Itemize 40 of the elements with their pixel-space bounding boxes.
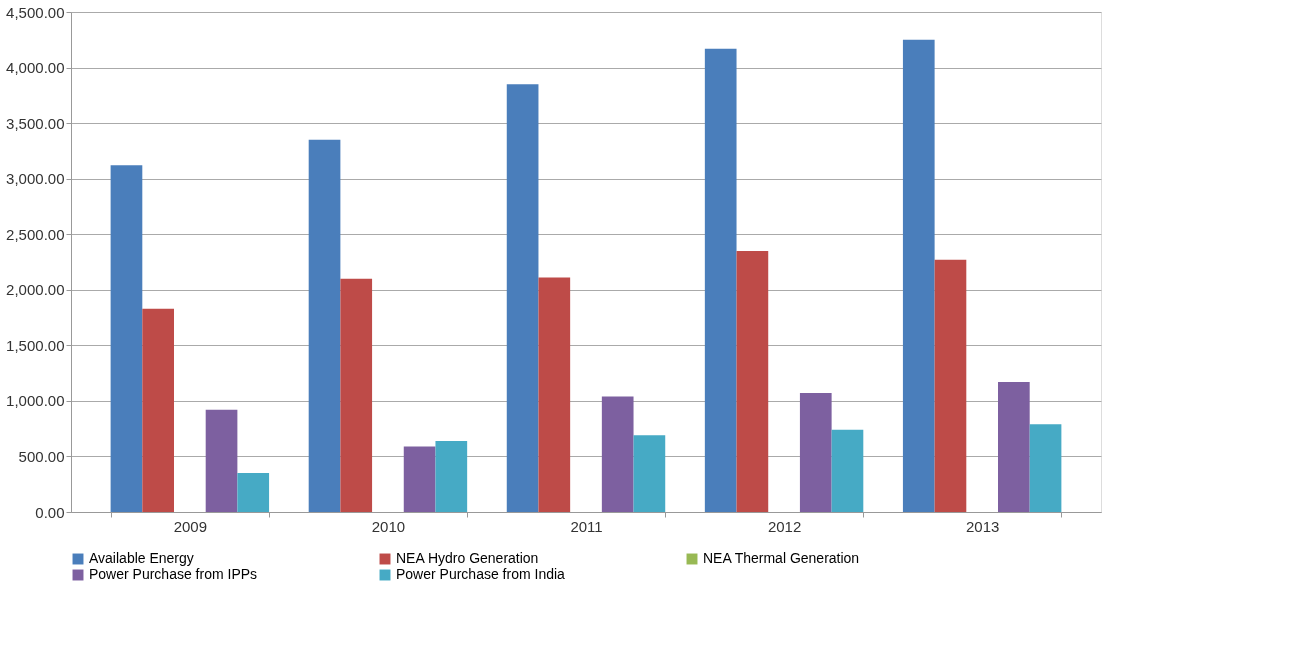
- legend-label: NEA Hydro Generation: [396, 550, 539, 566]
- bar: [506, 84, 539, 512]
- bar: [205, 409, 238, 512]
- y-tick-label: 0.00: [35, 503, 65, 521]
- legend-label: Power Purchase from India: [396, 566, 566, 582]
- legend-label: Power Purchase from IPPs: [89, 566, 258, 582]
- x-tick-label: 2011: [570, 517, 603, 535]
- bar: [110, 165, 143, 512]
- y-tick-label: 1,000.00: [6, 392, 65, 410]
- bar: [435, 440, 468, 512]
- bar: [601, 396, 634, 512]
- legend-label: Available Energy: [89, 550, 194, 566]
- bar: [403, 446, 436, 512]
- bar: [704, 48, 737, 512]
- x-tick-label: 2009: [173, 517, 208, 535]
- legend-label: NEA Thermal Generation: [703, 550, 860, 566]
- y-tick-label: 3,000.00: [6, 170, 65, 188]
- bar: [142, 308, 174, 512]
- x-tick-label: 2012: [767, 517, 802, 535]
- y-tick-label: 2,000.00: [6, 281, 65, 299]
- bar: [308, 139, 341, 512]
- bar: [237, 473, 270, 512]
- bar: [538, 277, 571, 512]
- bar: [1029, 424, 1062, 512]
- y-tick-label: 500.00: [18, 447, 65, 465]
- bar: [340, 278, 373, 512]
- y-tick-label: 4,000.00: [6, 59, 65, 77]
- bar: [934, 259, 967, 512]
- bar: [633, 435, 666, 512]
- y-tick-label: 2,500.00: [6, 225, 65, 243]
- x-tick-label: 2010: [371, 517, 406, 535]
- x-tick-label: 2013: [965, 517, 1000, 535]
- bar: [998, 382, 1030, 512]
- y-tick-label: 1,500.00: [6, 336, 65, 354]
- bar: [799, 393, 832, 512]
- y-tick-label: 3,500.00: [6, 114, 65, 132]
- bar: [902, 39, 935, 512]
- y-tick-label: 4,500.00: [6, 3, 65, 21]
- bar: [831, 429, 864, 512]
- bar: [736, 250, 769, 512]
